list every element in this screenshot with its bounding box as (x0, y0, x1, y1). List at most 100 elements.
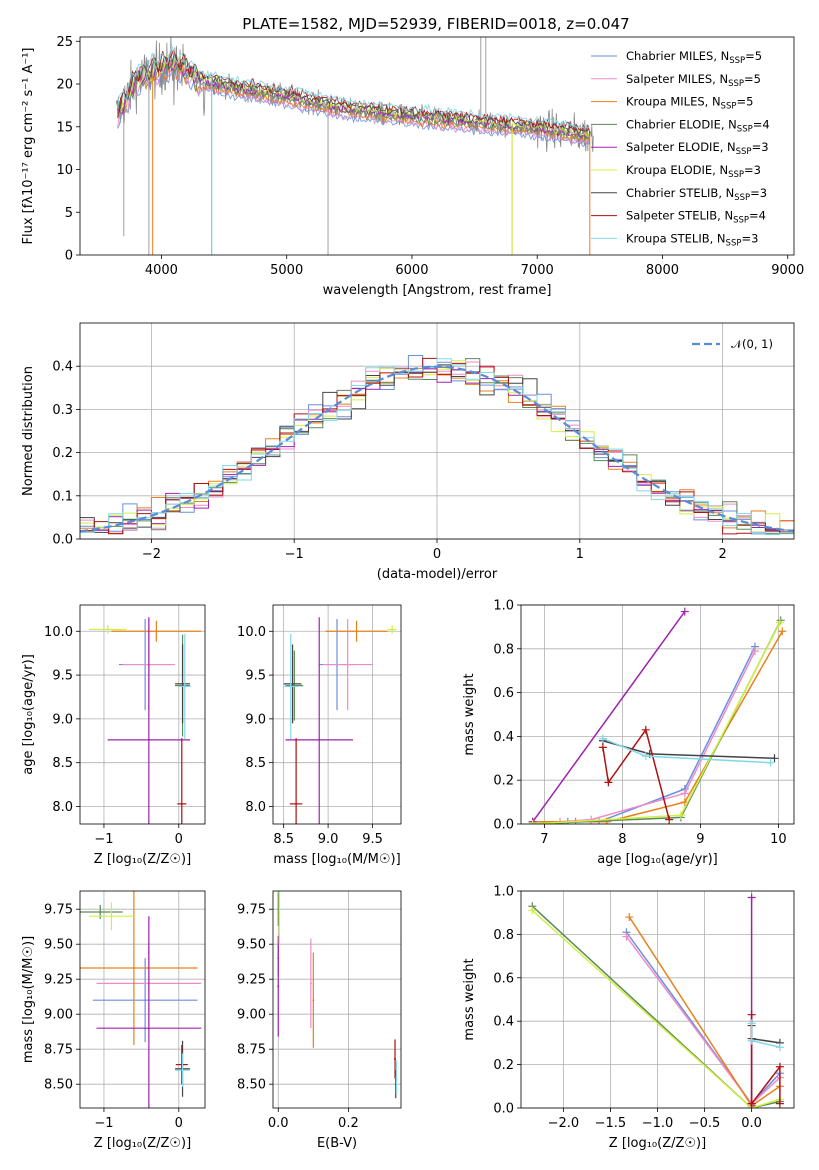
y-tick-label: 0.2 (52, 446, 73, 461)
y-tick-label: 1.0 (493, 885, 514, 900)
y-tick-label: 0.1 (52, 489, 73, 504)
panel-age-vs-Z: −1 0 8.0 8.5 9.0 9.5 10.0 Z [log₁₀(Z/Z☉)] age [l… (21, 604, 206, 867)
errorbar-kroupa_elodie (88, 902, 134, 931)
data-point (106, 628, 109, 631)
data-point (155, 630, 158, 633)
series-marker (676, 811, 685, 820)
data-point (395, 1076, 398, 1079)
x-tick-label: 8 (618, 832, 626, 847)
x-tick-label: −1 (285, 547, 304, 562)
x-tick-label: 8000 (646, 263, 679, 278)
legend-entry: Chabrier STELIB, NSSP=3 (626, 186, 767, 203)
y-tick-label: 10 (56, 163, 73, 178)
y-tick-label: 9.5 (245, 669, 266, 684)
axes-frame (272, 890, 402, 1109)
x-tick-label: 9.5 (362, 832, 383, 847)
plot-area-age-vs-Z (88, 617, 202, 824)
series-marker (598, 743, 607, 752)
x-tick-label: 0.0 (268, 1116, 289, 1131)
plot-area-residuals (80, 355, 794, 536)
y-tick-label: 20 (56, 78, 73, 93)
data-point (99, 911, 102, 913)
axes-frame (272, 604, 402, 825)
x-tick-label: 7000 (521, 263, 554, 278)
series-line-kroupa_elodie (531, 909, 781, 1108)
axes-frame (79, 604, 206, 825)
y-axis-label: mass [log₁₀(M/M☉)] (21, 936, 36, 1063)
y-tick-label: 8.5 (245, 756, 266, 771)
x-axis-label: E(B-V) (317, 1136, 357, 1151)
x-tick-label: −2.0 (548, 1116, 580, 1131)
y-tick-label: 0.4 (493, 1015, 514, 1030)
normal-curve (80, 365, 794, 533)
data-point (181, 682, 184, 685)
panel-mass-vs-Z: −1 0 8.50 8.75 9.00 9.25 9.50 9.75 Z [log₁₀(Z/Z☉… (21, 890, 206, 1151)
y-axis-label: mass weight (462, 958, 477, 1040)
y-tick-label: 25 (56, 35, 73, 50)
y-tick-label: 0.0 (493, 1102, 514, 1117)
panel-residuals: −2 −1 0 1 2 0.0 0.1 0.2 0.3 0.4 (data-model)/error… (21, 322, 795, 582)
panel-age-vs-mass: 8.5 9.0 9.5 8.0 8.5 9.0 9.5 10.0 mass [log₁₀(M/M… (237, 604, 402, 867)
x-tick-label: −0.5 (689, 1116, 721, 1131)
model-fit-chabrier_elodie (117, 58, 591, 141)
data-point (277, 985, 280, 988)
errorbar-kroupa_stelib (283, 633, 298, 740)
x-tick-label: 0 (433, 547, 441, 562)
legend-entry: Kroupa MILES, NSSP=5 (626, 95, 753, 112)
axes-frame (79, 36, 795, 256)
series-marker (747, 1010, 756, 1019)
plot-area-mass-vs-ebv (277, 891, 398, 1099)
legend-entry: Salpeter STELIB, NSSP=4 (626, 209, 766, 226)
y-tick-label: 0 (65, 249, 73, 264)
y-axis-label: mass weight (462, 673, 477, 755)
x-axis-label: (data-model)/error (377, 567, 498, 582)
series-marker (641, 752, 650, 761)
y-tick-label: 8.5 (52, 756, 73, 771)
series-marker (775, 1043, 784, 1052)
y-tick-label: 0.0 (52, 533, 73, 548)
series-marker (598, 734, 607, 743)
series-marker (747, 1099, 756, 1108)
axes-frame (520, 890, 795, 1109)
y-tick-label: 0.2 (493, 1058, 514, 1073)
data-point (394, 1058, 397, 1060)
y-tick-label: 9.5 (52, 669, 73, 684)
figure-title: PLATE=1582, MJD=52939, FIBERID=0018, z=0… (242, 15, 629, 33)
x-axis-label: Z [log₁₀(Z/Z☉)] (94, 852, 191, 867)
y-tick-label: 8.50 (44, 1078, 73, 1093)
plot-area-age-vs-mass (283, 617, 397, 824)
data-point (132, 967, 135, 969)
errorbar-chabrier_elodie (80, 905, 123, 919)
panel-massweight-vs-age: 7 8 9 10 0.0 0.2 0.4 0.6 0.8 1.0 age [log₁₀(age/yr… (462, 599, 795, 867)
axes-massweight-vs-Z: −2.0 −1.5 −1.0 −0.5 0.0 0.0 0.2 0.4 0.6 0.8 1.0 Z [… (462, 885, 795, 1151)
x-tick-label: −1 (94, 1116, 113, 1131)
errorbar-salpeter_miles (322, 619, 373, 711)
axes-frame (79, 890, 206, 1109)
y-tick-label: 0.6 (493, 686, 514, 701)
errorbar-chabrier_elodie (285, 650, 304, 721)
series-line-chabrier_miles (532, 646, 756, 823)
x-tick-label: −1.0 (642, 1116, 674, 1131)
series-line-kroupa_elodie (532, 622, 781, 824)
data-point (289, 685, 292, 688)
legend-residuals: 𝒩(0, 1) (692, 337, 773, 351)
errorbar-salpeter_stelib (289, 738, 303, 824)
errorbar-salpeter_stelib (177, 738, 187, 824)
y-tick-label: 0.2 (493, 774, 514, 789)
plot-area-massweight-vs-age (528, 607, 787, 824)
series-marker (775, 1099, 784, 1108)
x-tick-label: 0 (175, 1116, 183, 1131)
y-tick-label: 9.25 (237, 973, 266, 988)
y-tick-label: 0.6 (493, 971, 514, 986)
y-tick-label: 9.50 (237, 938, 266, 953)
axes-mass-vs-Z: −1 0 8.50 8.75 9.00 9.25 9.50 9.75 Z [log₁₀(Z/Z☉… (21, 890, 206, 1151)
axes-residuals: −2 −1 0 1 2 0.0 0.1 0.2 0.3 0.4 (data-model)/error… (21, 322, 795, 582)
legend-entry: Chabrier ELODIE, NSSP=4 (626, 117, 770, 134)
errorbar-salpeter_stelib (394, 1039, 397, 1079)
series-marker (680, 789, 689, 798)
y-tick-label: 10.0 (237, 625, 266, 640)
data-point (355, 630, 358, 633)
errorbar-kroupa_stelib (178, 633, 191, 740)
series-marker (766, 758, 775, 767)
